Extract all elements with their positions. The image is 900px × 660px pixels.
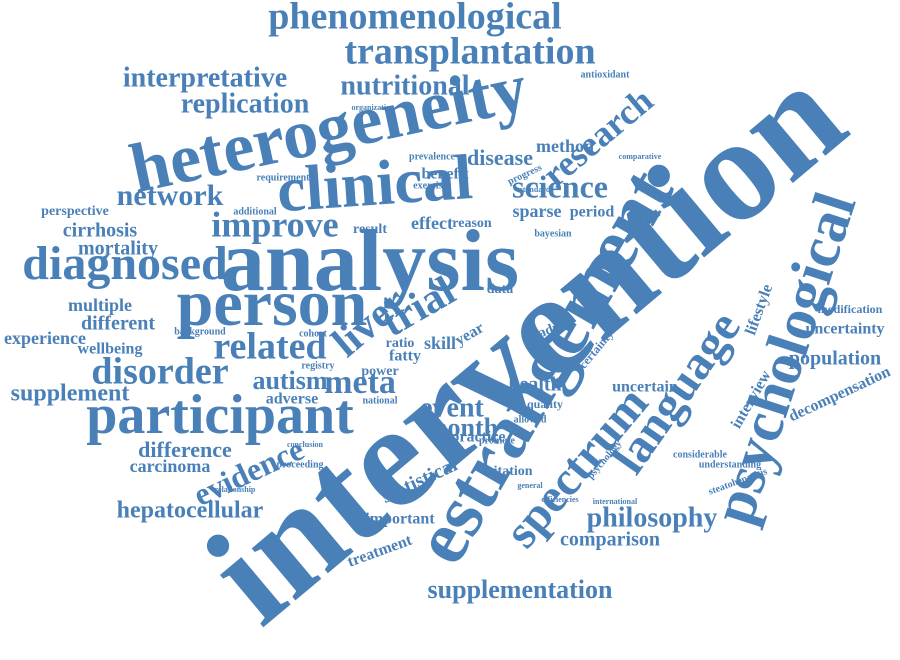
word: additional [233,206,277,217]
word: person [177,267,368,340]
word: supplementation [428,575,613,604]
word: reason [452,216,492,231]
word: comparative [619,152,662,161]
word: difference [138,437,232,462]
word: participant [86,384,354,446]
word: analysis [221,213,519,310]
word: clinical [275,141,475,225]
word: fatty [389,348,421,365]
word: philosophy [587,502,718,533]
word: result [353,222,387,237]
word: interpretative [123,62,287,93]
word: registry [301,360,334,371]
word: uncertain [612,379,678,396]
word: wellbeing [78,341,143,358]
word: related [213,326,326,368]
word: disease [467,145,533,170]
word: nutritional [340,70,469,101]
word: power [361,364,398,379]
word: practice [450,429,505,446]
word: promote [479,435,515,446]
word: important [365,511,435,528]
word: improve [211,204,338,244]
word: health [508,374,561,396]
word: diagnosed [22,237,228,290]
word: organization [351,103,395,112]
word: standard [520,185,551,194]
word: perspective [41,204,109,219]
word: replication [181,88,310,119]
word: bayesian [534,228,572,239]
word: benefit [421,166,469,183]
word: method [536,136,594,156]
word: hepatocellular [117,498,264,524]
word: understanding [699,459,761,470]
word: network [117,179,224,212]
word: antioxidant [581,69,631,80]
word: proceeding [276,459,323,470]
word: skill [424,333,456,353]
word: uncertainty [805,321,884,338]
word: requirement [257,172,311,183]
word: quality [527,397,563,411]
word: supplement [11,381,130,407]
word: carcinoma [130,456,211,476]
word: prevalence [409,151,455,162]
word: international [593,497,638,506]
word: sparse [513,201,562,221]
word: phenomenological [268,0,561,38]
word: comparison [560,529,660,551]
word: period [570,204,615,221]
word: meta [324,364,396,401]
word: relationship [215,485,256,494]
word: exercise [413,180,447,191]
word: disorder [91,351,228,393]
word: month [426,413,499,442]
word: different [81,313,155,335]
word: transplantation [344,31,595,73]
word: ratio [386,336,415,351]
word: adverse [266,391,318,408]
word: background [174,326,226,337]
word: allowed [514,414,547,425]
word: science [512,168,608,204]
word: cohort [299,328,327,339]
word: cirrhosis [63,220,138,242]
word: mortality [78,238,158,260]
word: modification [818,302,883,316]
word: effect [411,213,453,233]
word: multiple [68,295,132,315]
word: efficiencies [541,495,578,504]
word: conclusion [287,440,324,449]
word: autism [252,366,327,395]
word: citation [487,464,532,479]
word: data [487,282,513,297]
word: general [517,481,543,490]
word: population [789,348,881,370]
word: experience [4,328,86,348]
word: considerable [673,449,727,460]
word: event [420,392,484,423]
word: national [362,395,397,406]
